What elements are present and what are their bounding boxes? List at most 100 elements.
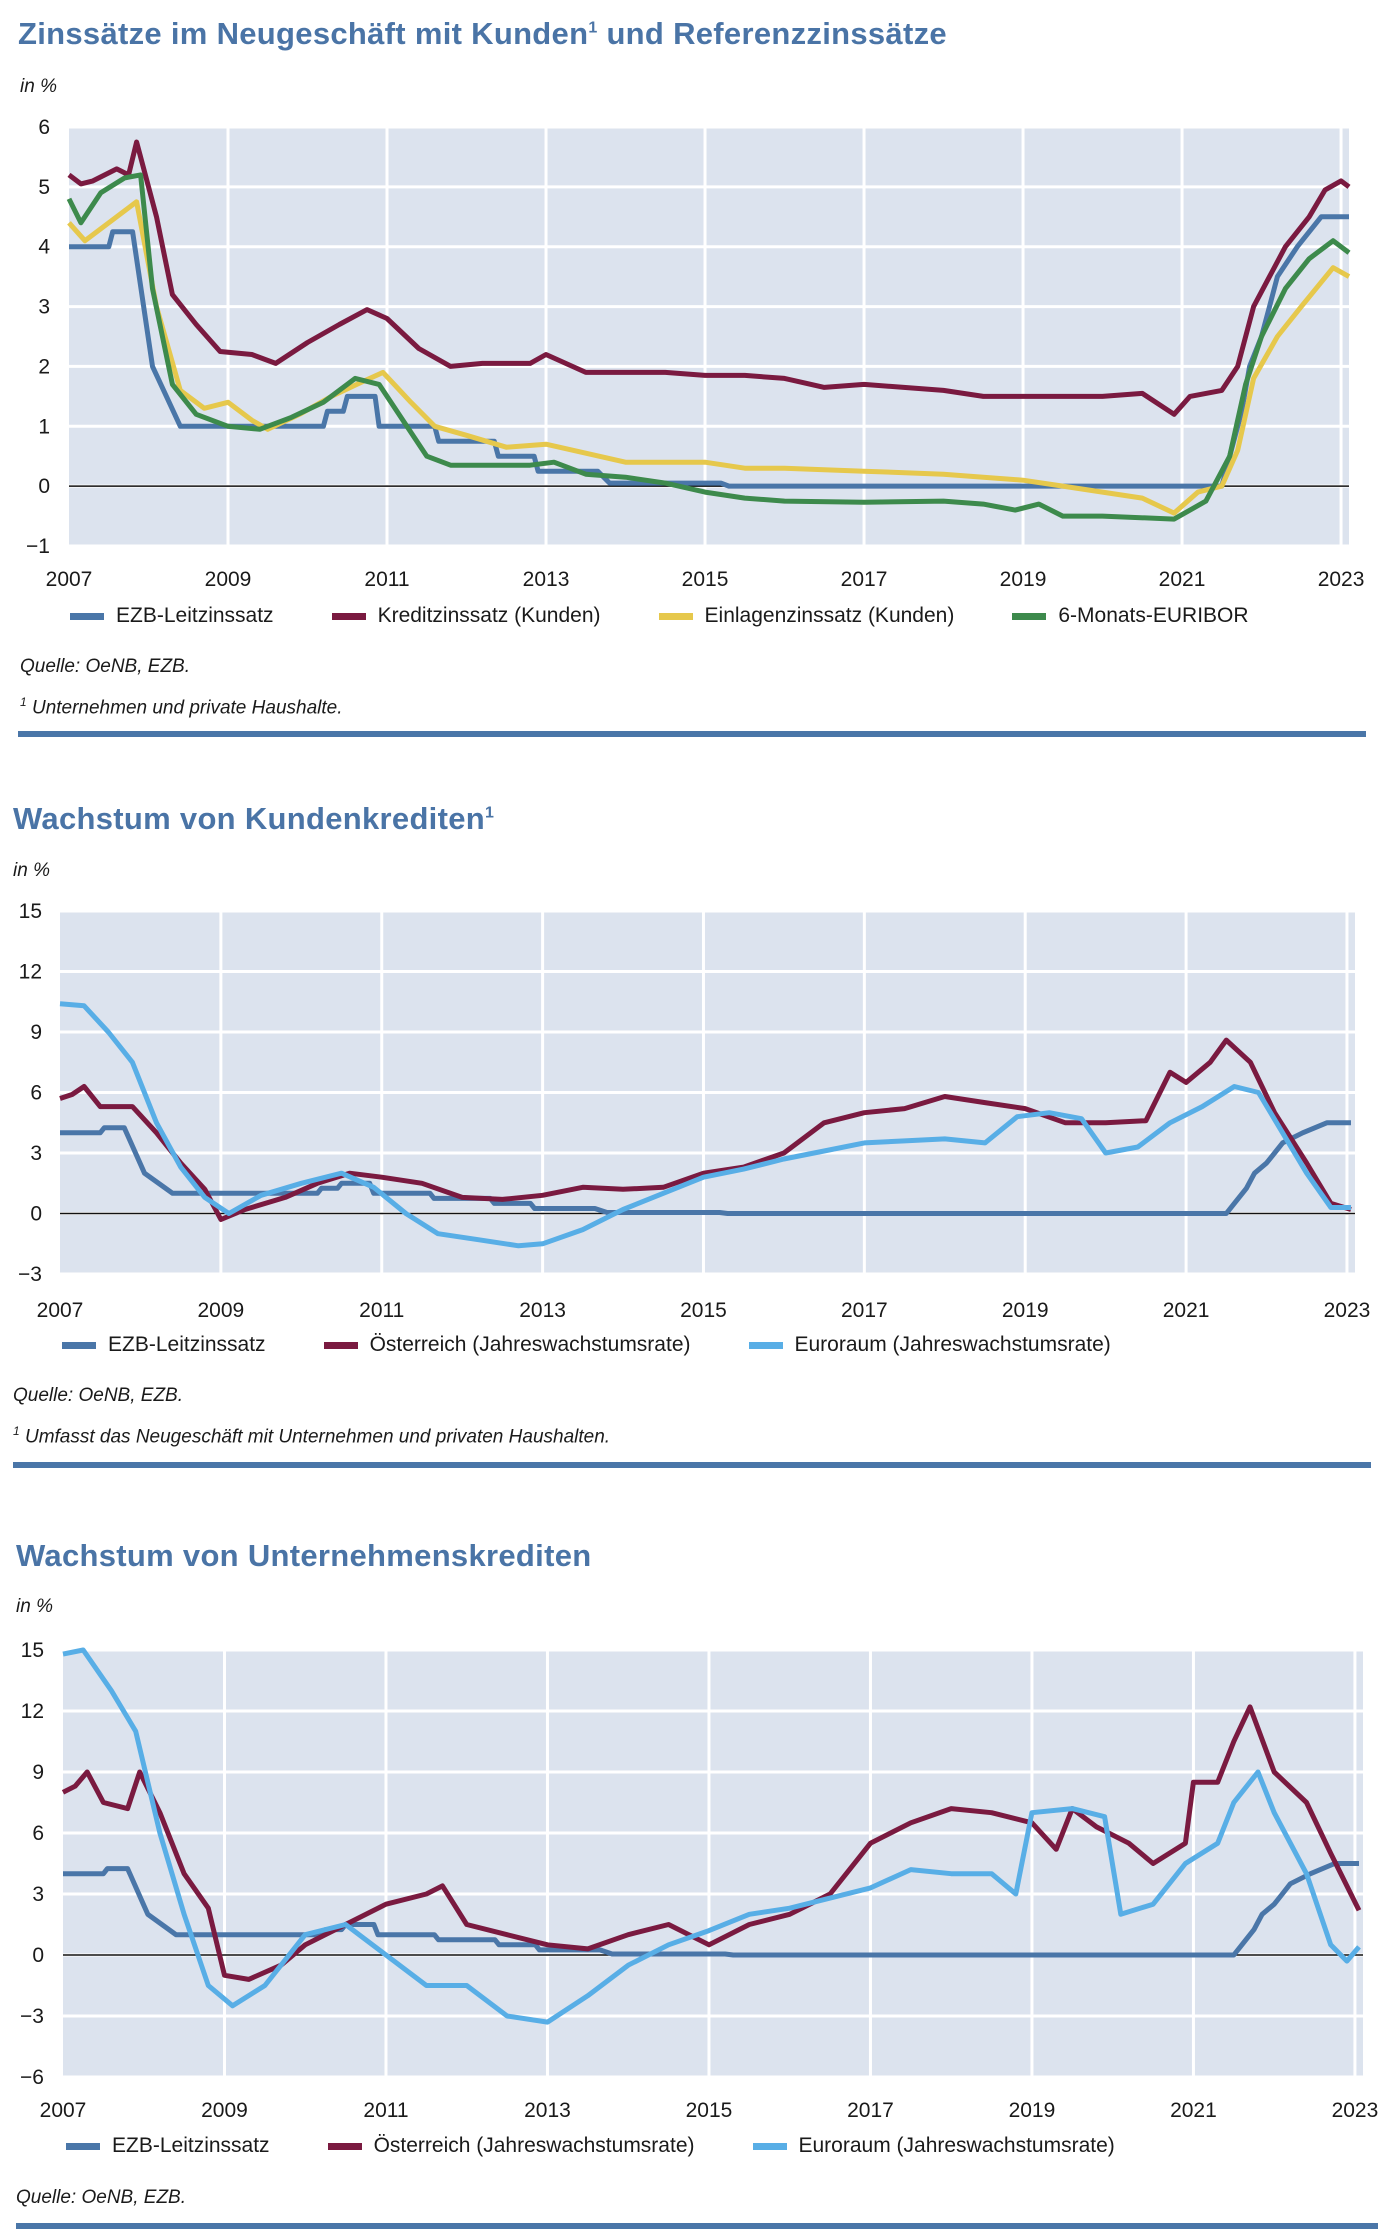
legend-label: Einlagenzinssatz (Kunden) — [704, 604, 955, 627]
x-tick-label: 2011 — [363, 2099, 408, 2122]
y-tick-label: −6 — [20, 2066, 44, 2089]
x-tick-label: 2011 — [359, 1299, 404, 1322]
legend-label: Kreditzinssatz (Kunden) — [377, 604, 601, 627]
legend-swatch — [658, 612, 693, 620]
y-tick-label: −3 — [18, 1263, 42, 1286]
chart3-y-unit: in % — [16, 1596, 53, 1617]
chart1-footnote: 1 Unternehmen und private Haushalte. — [20, 695, 343, 719]
x-tick-label: 2021 — [1163, 1299, 1210, 1322]
chart1-footnote-mark: 1 — [20, 695, 27, 709]
chart3-divider — [16, 2223, 1378, 2229]
chart2-plot: −3 0 3 6 9 12 15 2007 2009 2011 2013 2015 2017 2019 20… — [18, 900, 1371, 1322]
y-tick-label: −3 — [20, 2005, 44, 2028]
legend-item-ezb: EZB-Leitzinssatz — [66, 2134, 270, 2158]
series-line-oesterreich — [61, 1704, 1362, 1982]
chart1-footnote-text: Unternehmen und private Haushalte. — [26, 697, 343, 719]
x-tick-label: 2013 — [524, 2099, 571, 2122]
y-tick-label: 3 — [38, 296, 50, 319]
x-tick-label: 2011 — [364, 568, 409, 591]
chart2-title-footnote-mark: 1 — [485, 804, 495, 822]
chart2-source: Quelle: OeNB, EZB. — [13, 1385, 184, 1406]
legend-item-euroraum: Euroraum (Jahreswachstumsrate) — [748, 1333, 1111, 1357]
legend-item-euroraum: Euroraum (Jahreswachstumsrate) — [752, 2134, 1115, 2158]
chart1-divider — [18, 731, 1366, 737]
legend-swatch — [323, 1341, 358, 1349]
series-line-ezb — [60, 1120, 1351, 1216]
chart2-footnote-text: Umfasst das Neugeschäft mit Unternehmen … — [19, 1426, 611, 1448]
legend-swatch — [70, 612, 104, 620]
y-tick-label: −1 — [26, 535, 50, 558]
chart1-title: Zinssätze im Neugeschäft mit Kunden1 und… — [18, 16, 947, 52]
x-tick-label: 2017 — [841, 1299, 888, 1322]
chart2-footnote: 1 Umfasst das Neugeschäft mit Unternehme… — [13, 1424, 610, 1448]
legend-item-ezb: EZB-Leitzinssatz — [62, 1333, 266, 1357]
y-tick-label: 2 — [38, 355, 50, 378]
chart1-y-unit: in % — [20, 76, 57, 97]
chart2-footnote-mark: 1 — [13, 1424, 20, 1438]
x-tick-label: 2009 — [198, 1299, 245, 1322]
x-tick-label: 2009 — [205, 568, 252, 591]
chart2-title-text: Wachstum von Kundenkrediten — [13, 801, 485, 836]
series-line-oesterreich — [59, 1037, 1352, 1222]
y-tick-label: 4 — [38, 236, 50, 259]
legend-swatch — [66, 2142, 100, 2150]
y-tick-label: 6 — [32, 1822, 44, 1845]
y-tick-label: 6 — [30, 1082, 42, 1105]
x-tick-label: 2013 — [523, 568, 570, 591]
chart2-legend: EZB-Leitzinssatz Österreich (Jahreswachst… — [62, 1333, 1111, 1357]
legend-label: EZB-Leitzinssatz — [116, 604, 274, 627]
series-line-euroraum — [62, 1647, 1361, 2025]
x-tick-label: 2015 — [680, 1299, 727, 1322]
chart1-plot: −1 0 1 2 3 4 5 6 2007 2009 2011 2013 2015 2017 2019 202… — [26, 116, 1365, 591]
legend-label: Österreich (Jahreswachstumsrate) — [369, 1333, 691, 1356]
legend-label: EZB-Leitzinssatz — [108, 1333, 266, 1356]
x-tick-label: 2009 — [201, 2099, 248, 2122]
x-tick-label: 2023 — [1324, 1299, 1371, 1322]
legend-item-oesterreich: Österreich (Jahreswachstumsrate) — [327, 2134, 695, 2158]
chart3-source: Quelle: OeNB, EZB. — [16, 2187, 187, 2208]
y-tick-label: 9 — [32, 1761, 44, 1784]
y-tick-label: 15 — [19, 900, 42, 923]
legend-swatch — [1012, 612, 1047, 620]
y-tick-label: 3 — [32, 1883, 44, 1906]
legend-swatch — [327, 2142, 362, 2150]
y-tick-label: 0 — [30, 1203, 42, 1226]
legend-label: EZB-Leitzinssatz — [112, 2134, 270, 2157]
legend-label: 6-Monats-EURIBOR — [1058, 604, 1249, 627]
legend-item-euribor: 6-Monats-EURIBOR — [1012, 604, 1249, 628]
series-line-euribor — [66, 172, 1351, 522]
legend-swatch — [331, 612, 366, 620]
x-tick-label: 2021 — [1159, 568, 1206, 591]
y-tick-label: 1 — [38, 415, 50, 438]
series-line-kredit — [67, 139, 1351, 417]
chart1-title-suffix: und Referenzzinssätze — [597, 16, 947, 51]
x-tick-label: 2007 — [37, 1299, 84, 1322]
chart1-source: Quelle: OeNB, EZB. — [20, 656, 191, 677]
x-tick-label: 2015 — [686, 2099, 733, 2122]
chart1-title-footnote-mark: 1 — [588, 19, 598, 37]
legend-item-einlagen: Einlagenzinssatz (Kunden) — [658, 604, 955, 628]
legend-swatch — [748, 1341, 783, 1349]
y-tick-label: 9 — [30, 1021, 42, 1044]
x-tick-label: 2019 — [1002, 1299, 1049, 1322]
legend-swatch — [752, 2142, 787, 2150]
legend-label: Euroraum (Jahreswachstumsrate) — [798, 2134, 1115, 2157]
y-tick-label: 12 — [19, 961, 42, 984]
x-tick-label: 2007 — [40, 2099, 87, 2122]
x-tick-label: 2019 — [1009, 2099, 1056, 2122]
x-tick-label: 2023 — [1318, 568, 1365, 591]
legend-item-oesterreich: Österreich (Jahreswachstumsrate) — [323, 1333, 691, 1357]
chart3-title-text: Wachstum von Unternehmenskrediten — [16, 1538, 592, 1573]
x-tick-label: 2021 — [1170, 2099, 1217, 2122]
legend-item-ezb: EZB-Leitzinssatz — [70, 604, 274, 628]
chart1-legend: EZB-Leitzinssatz Kreditzinssatz (Kunden) E… — [70, 604, 1249, 628]
x-tick-label: 2015 — [682, 568, 729, 591]
legend-swatch — [62, 1341, 96, 1349]
chart2-title: Wachstum von Kundenkrediten1 — [13, 801, 494, 837]
legend-label: Euroraum (Jahreswachstumsrate) — [794, 1333, 1111, 1356]
chart1-title-text: Zinssätze im Neugeschäft mit Kunden — [18, 16, 589, 51]
y-tick-label: 5 — [38, 176, 50, 199]
plot-background — [63, 1650, 1363, 2077]
chart2-divider — [13, 1462, 1371, 1468]
x-tick-label: 2023 — [1332, 2099, 1379, 2122]
